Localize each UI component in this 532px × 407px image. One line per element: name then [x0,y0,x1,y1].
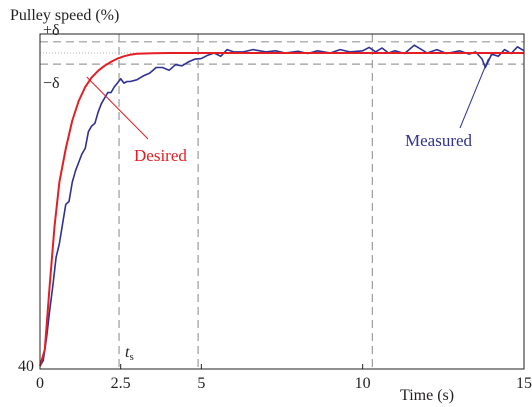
y-tick-label: 40 [18,358,34,375]
x-tick-label: 10 [355,375,371,392]
desired-leader-line [86,76,149,140]
lower-band-label: −δ [43,75,60,92]
measured-leader-line [459,58,489,129]
plot-frame [39,33,525,370]
grid-layer [40,34,524,369]
series-line-desired [39,52,524,367]
settling-time-label-main: t [125,344,130,361]
measured-annotation: Measured [405,131,473,150]
x-tick-label: 0 [36,375,44,392]
upper-band-label: +δ [43,22,60,39]
x-tick-label: 5 [197,375,205,392]
desired-annotation: Desired [134,146,187,165]
settling-time-label: ts [125,344,134,363]
x-axis-title: Time (s) [400,387,454,404]
settling-time-label-sub: s [130,351,134,363]
x-tick-label: 2.5 [111,375,131,392]
tick-layer: 0 2.5 5 10 15 40 [18,358,532,392]
x-tick-label: 15 [516,375,532,392]
series-layer [39,44,525,367]
series-line-measured [39,44,525,367]
annotation-layer: Desired Measured [86,58,489,165]
y-axis-title: Pulley speed (%) [10,7,119,24]
